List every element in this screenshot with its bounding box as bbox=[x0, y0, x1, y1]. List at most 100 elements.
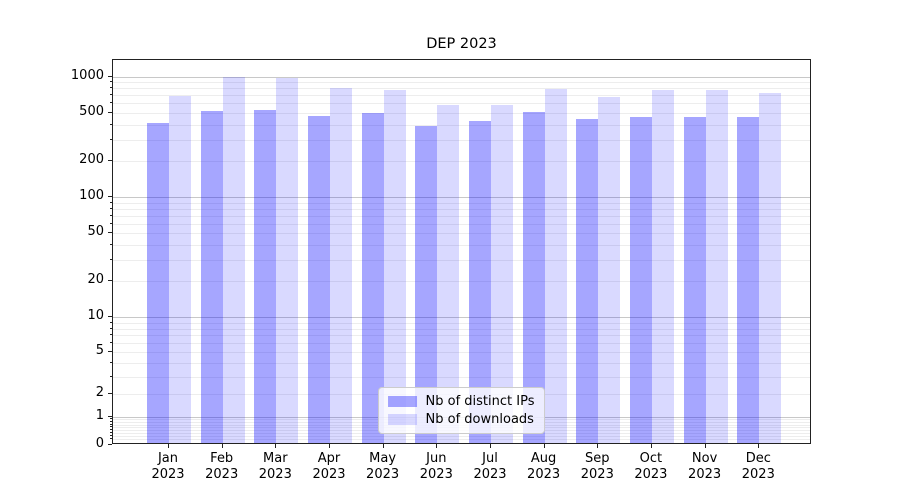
minor-gridline bbox=[113, 363, 810, 365]
major-gridline bbox=[113, 76, 810, 78]
minor-gridline bbox=[113, 439, 810, 440]
minor-gridline bbox=[113, 202, 810, 204]
y-minor-tick-mark bbox=[109, 111, 112, 113]
x-tick-label: Sep 2023 bbox=[580, 451, 614, 482]
minor-gridline bbox=[113, 124, 810, 126]
y-minor-tick-mark bbox=[109, 138, 112, 140]
y-tick-label: 1000 bbox=[70, 67, 104, 83]
minor-gridline bbox=[113, 436, 810, 438]
bar-downloads bbox=[598, 97, 621, 443]
chart-title: DEP 2023 bbox=[426, 36, 497, 52]
bar-distinct-ips bbox=[629, 116, 652, 443]
x-tick-label: Apr 2023 bbox=[312, 451, 346, 482]
legend: Nb of distinct IPs Nb of downloads bbox=[377, 387, 546, 434]
x-tick-label: Jan 2023 bbox=[151, 451, 185, 482]
y-minor-tick-mark bbox=[109, 123, 112, 125]
y-tick-label: 0 bbox=[95, 436, 104, 451]
minor-gridline bbox=[113, 103, 810, 105]
y-tick-label: 200 bbox=[79, 151, 104, 167]
bar-downloads bbox=[437, 105, 460, 443]
y-minor-tick-mark bbox=[109, 201, 112, 203]
bar-downloads bbox=[491, 105, 513, 443]
bar-distinct-ips bbox=[415, 126, 438, 443]
minor-gridline bbox=[113, 244, 810, 246]
x-tick-mark bbox=[490, 444, 491, 448]
y-minor-tick-mark bbox=[109, 351, 112, 353]
x-tick-mark bbox=[168, 444, 169, 448]
y-tick-mark bbox=[108, 415, 112, 417]
y-tick-mark bbox=[108, 444, 112, 445]
y-tick-label: 5 bbox=[95, 343, 104, 359]
bar-distinct-ips bbox=[361, 112, 384, 443]
y-tick-mark bbox=[108, 316, 112, 318]
y-tick-label: 2 bbox=[95, 384, 104, 400]
y-tick-mark bbox=[108, 75, 112, 77]
y-minor-tick-mark bbox=[109, 81, 112, 82]
minor-gridline bbox=[113, 233, 810, 235]
x-tick-mark bbox=[329, 444, 330, 448]
bar-distinct-ips bbox=[200, 111, 223, 443]
legend-item-distinct-ips: Nb of distinct IPs bbox=[387, 394, 535, 409]
x-tick-mark bbox=[221, 444, 223, 448]
minor-gridline bbox=[113, 352, 810, 354]
x-tick-label: Aug 2023 bbox=[527, 451, 561, 482]
y-minor-tick-mark bbox=[109, 159, 112, 161]
minor-gridline bbox=[113, 215, 810, 217]
minor-gridline bbox=[113, 82, 810, 83]
y-minor-tick-mark bbox=[109, 214, 112, 216]
minor-gridline bbox=[113, 160, 810, 162]
y-minor-tick-mark bbox=[109, 418, 112, 420]
y-tick-label: 50 bbox=[87, 224, 104, 240]
bar-downloads bbox=[705, 89, 728, 443]
bar-distinct-ips bbox=[576, 118, 599, 443]
y-minor-tick-mark bbox=[109, 362, 112, 364]
y-minor-tick-mark bbox=[109, 243, 112, 245]
minor-gridline bbox=[113, 95, 810, 97]
y-minor-tick-mark bbox=[109, 375, 112, 377]
y-minor-tick-mark bbox=[109, 207, 112, 209]
y-minor-tick-mark bbox=[109, 426, 112, 428]
minor-gridline bbox=[113, 343, 810, 345]
bar-distinct-ips bbox=[254, 110, 277, 443]
minor-gridline bbox=[113, 223, 810, 225]
y-tick-label: 1 bbox=[95, 407, 104, 423]
x-tick-label: Jun 2023 bbox=[419, 451, 453, 482]
bar-downloads bbox=[330, 88, 352, 443]
major-gridline bbox=[113, 197, 810, 198]
bar-downloads bbox=[651, 89, 674, 443]
x-tick-label: May 2023 bbox=[366, 451, 400, 482]
x-tick-label: Oct 2023 bbox=[634, 451, 668, 482]
y-minor-tick-mark bbox=[109, 420, 112, 422]
y-minor-tick-mark bbox=[109, 259, 112, 260]
x-tick-mark bbox=[436, 444, 438, 448]
y-minor-tick-mark bbox=[109, 423, 112, 425]
bar-downloads bbox=[544, 88, 567, 443]
y-minor-tick-mark bbox=[109, 94, 112, 96]
bar-downloads bbox=[383, 89, 406, 443]
legend-label-distinct-ips: Nb of distinct IPs bbox=[425, 394, 535, 409]
x-tick-label: Mar 2023 bbox=[258, 451, 292, 482]
legend-label-downloads: Nb of downloads bbox=[425, 412, 534, 427]
x-tick-mark bbox=[275, 444, 277, 448]
y-minor-tick-mark bbox=[109, 435, 112, 437]
bar-distinct-ips bbox=[522, 112, 545, 443]
minor-gridline bbox=[113, 281, 810, 283]
minor-gridline bbox=[113, 322, 810, 324]
y-minor-tick-mark bbox=[109, 321, 112, 323]
x-tick-label: Jul 2023 bbox=[473, 451, 507, 482]
x-tick-mark bbox=[543, 444, 545, 448]
bar-distinct-ips bbox=[469, 120, 491, 443]
y-minor-tick-mark bbox=[109, 87, 112, 89]
minor-gridline bbox=[113, 376, 810, 378]
x-tick-label: Feb 2023 bbox=[205, 451, 239, 482]
plot-area: Nb of distinct IPs Nb of downloads bbox=[112, 59, 811, 444]
y-minor-tick-mark bbox=[109, 280, 112, 282]
y-minor-tick-mark bbox=[109, 222, 112, 224]
bar-downloads bbox=[276, 78, 299, 443]
bar-downloads bbox=[169, 96, 191, 443]
y-tick-mark bbox=[108, 196, 112, 197]
bar-downloads bbox=[759, 93, 782, 443]
y-minor-tick-mark bbox=[109, 429, 112, 431]
bar-downloads bbox=[222, 76, 245, 443]
x-tick-label: Nov 2023 bbox=[688, 451, 722, 482]
